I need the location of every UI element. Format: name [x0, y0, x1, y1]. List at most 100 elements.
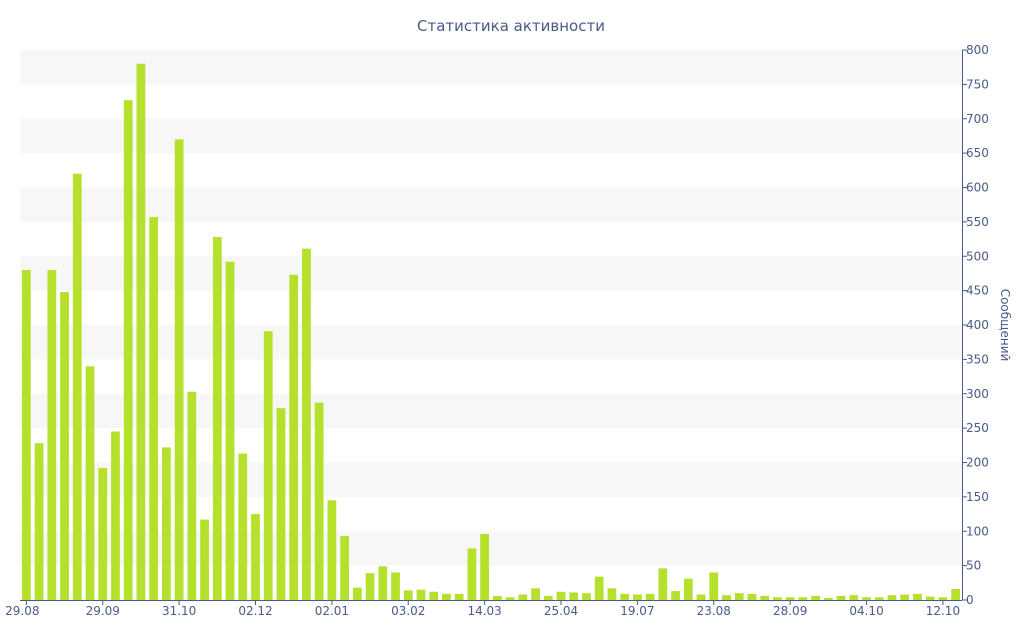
bar — [174, 139, 184, 601]
bar — [747, 593, 757, 600]
y-tick-label: 50 — [966, 559, 981, 573]
bar — [72, 173, 82, 600]
y-tick-label: 400 — [966, 318, 989, 332]
bar — [251, 514, 260, 600]
grid-band — [20, 531, 962, 566]
bar — [556, 591, 566, 600]
bar — [327, 500, 337, 600]
bar — [734, 593, 744, 601]
bar — [785, 597, 795, 600]
x-tick-label: 14.03 — [467, 604, 501, 618]
y-tick-label: 800 — [966, 43, 989, 57]
x-tick-label: 03.02 — [391, 604, 425, 618]
grid-band — [20, 118, 962, 154]
bars-group — [21, 63, 961, 601]
bar — [200, 519, 209, 600]
x-tick-label: 29.09 — [86, 604, 120, 618]
y-tick-label: 650 — [966, 146, 989, 160]
bar — [454, 593, 464, 600]
bar — [111, 431, 120, 600]
y-axis-label: Сообщений — [998, 289, 1012, 362]
y-tick-label: 150 — [966, 490, 989, 504]
x-tick-label: 19.07 — [620, 604, 654, 618]
bar — [887, 595, 897, 600]
bar — [416, 589, 426, 600]
bar — [480, 534, 490, 600]
bar — [352, 587, 362, 601]
grid-band — [20, 187, 962, 222]
y-tick-label: 250 — [966, 421, 989, 435]
bar — [645, 593, 655, 600]
x-tick-label: 25.04 — [544, 604, 578, 618]
bar — [531, 588, 540, 600]
bar — [212, 237, 222, 600]
bar — [85, 366, 95, 600]
bar — [811, 595, 820, 601]
bar — [620, 593, 630, 600]
y-tick-label: 750 — [966, 77, 989, 91]
bar — [760, 595, 770, 601]
bar — [21, 270, 31, 600]
y-tick-label: 350 — [966, 352, 989, 366]
bar — [658, 568, 668, 601]
bar — [162, 447, 171, 601]
bar — [391, 572, 400, 600]
bar — [938, 597, 948, 600]
bar — [709, 572, 719, 600]
bar — [60, 292, 69, 600]
bar — [925, 596, 935, 600]
y-tick-label: 200 — [966, 456, 989, 470]
y-tick-label: 600 — [966, 181, 989, 195]
bar — [505, 597, 515, 600]
bar — [633, 594, 642, 600]
bar — [403, 590, 413, 601]
bar — [594, 576, 604, 601]
bar — [696, 594, 706, 600]
grid-band — [20, 462, 962, 497]
y-tick-label: 100 — [966, 524, 989, 538]
bar — [429, 591, 439, 600]
x-tick-label: 29.08 — [5, 604, 39, 618]
bar — [951, 589, 961, 600]
bar — [722, 595, 731, 600]
grid-bands — [20, 50, 962, 566]
bar — [913, 593, 922, 600]
bar — [683, 578, 693, 600]
chart-title: Статистика активности — [417, 17, 605, 35]
x-tick-label: 31.10 — [162, 604, 196, 618]
bar — [187, 391, 197, 600]
bar — [823, 597, 833, 600]
bar — [607, 588, 617, 600]
bar — [340, 536, 349, 600]
bar — [263, 331, 273, 600]
y-tick-label: 300 — [966, 387, 989, 401]
bar — [874, 597, 884, 600]
bar — [836, 595, 846, 601]
x-tick-label: 04.10 — [849, 604, 883, 618]
x-tick-label: 28.09 — [773, 604, 807, 618]
x-tick-label: 23.08 — [697, 604, 731, 618]
bar — [314, 402, 324, 600]
y-tick-label: 0 — [966, 593, 974, 607]
bar — [365, 573, 375, 600]
y-tick-label: 550 — [966, 215, 989, 229]
bar — [467, 548, 477, 600]
bar — [302, 248, 311, 600]
y-tick-label: 500 — [966, 249, 989, 263]
bar — [442, 593, 451, 600]
bar — [276, 408, 286, 600]
bar — [862, 597, 871, 600]
bar — [378, 566, 388, 600]
bar — [238, 453, 248, 600]
bar — [543, 595, 553, 601]
bar — [492, 595, 502, 601]
grid-band — [20, 256, 962, 291]
axes-group: 0 50 100 150 200 250 300 350 400 450 500 550 600 650 7… — [5, 43, 989, 618]
y-tick-label: 450 — [966, 284, 989, 298]
x-tick-label: 02.12 — [238, 604, 272, 618]
grid-band — [20, 325, 962, 360]
bar — [849, 595, 859, 600]
bar — [798, 597, 808, 600]
